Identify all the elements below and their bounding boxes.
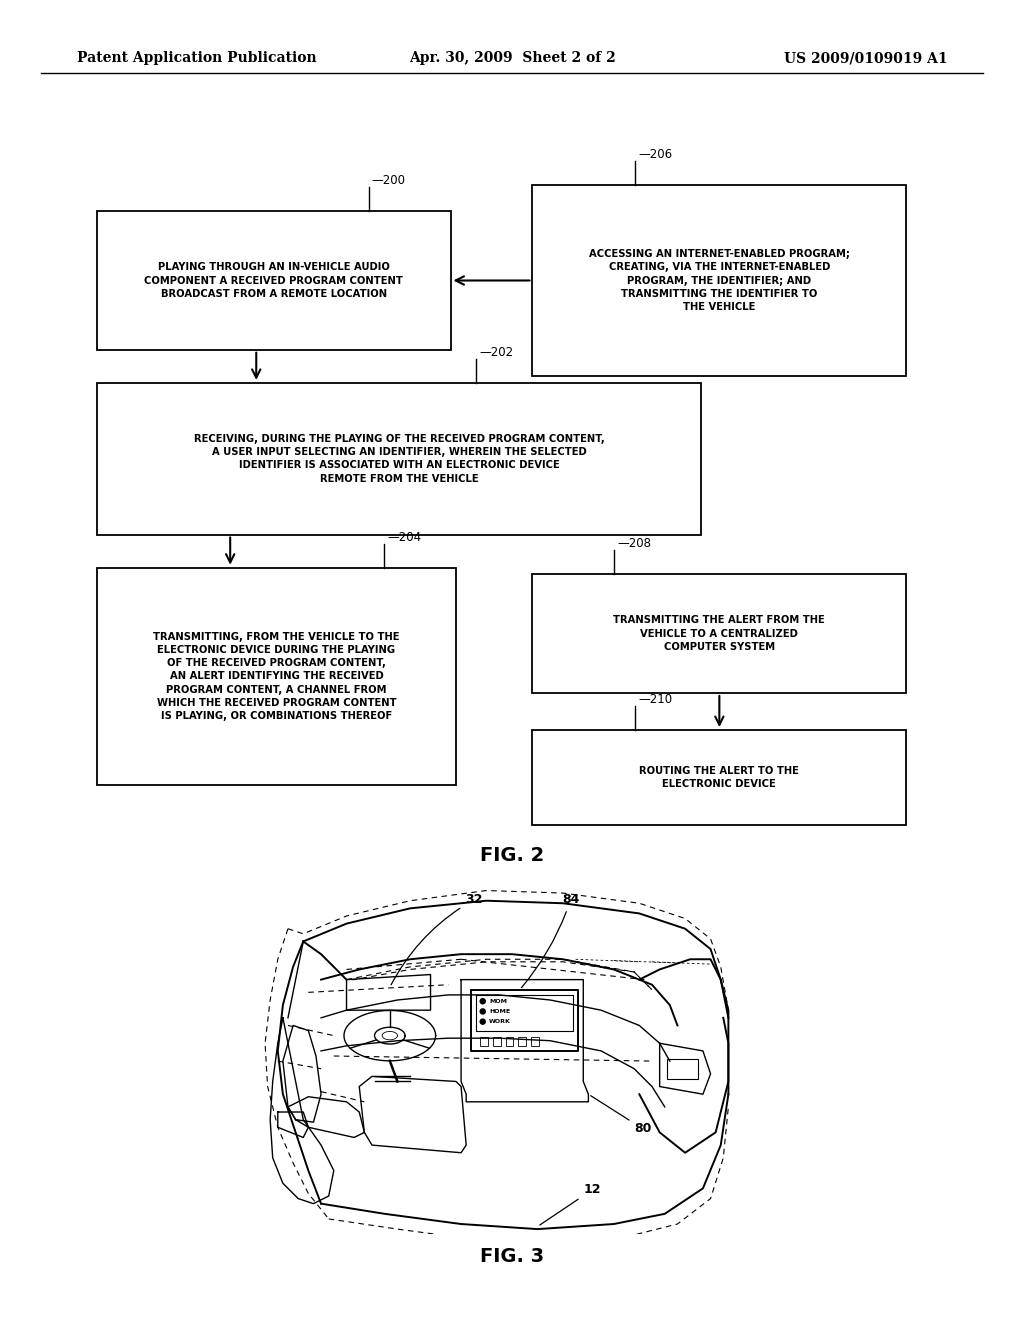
Text: —210: —210 xyxy=(638,693,672,706)
Text: 84: 84 xyxy=(521,894,580,987)
Bar xyxy=(668,1059,697,1078)
FancyBboxPatch shape xyxy=(97,211,451,350)
FancyBboxPatch shape xyxy=(532,730,906,825)
Text: RECEIVING, DURING THE PLAYING OF THE RECEIVED PROGRAM CONTENT,
A USER INPUT SELE: RECEIVING, DURING THE PLAYING OF THE REC… xyxy=(194,434,605,483)
Bar xyxy=(531,1038,539,1045)
Circle shape xyxy=(480,1008,485,1014)
Text: —204: —204 xyxy=(387,531,421,544)
Text: PLAYING THROUGH AN IN-VEHICLE AUDIO
COMPONENT A RECEIVED PROGRAM CONTENT
BROADCA: PLAYING THROUGH AN IN-VEHICLE AUDIO COMP… xyxy=(144,263,403,298)
FancyBboxPatch shape xyxy=(97,568,456,785)
Text: TRANSMITTING, FROM THE VEHICLE TO THE
ELECTRONIC DEVICE DURING THE PLAYING
OF TH: TRANSMITTING, FROM THE VEHICLE TO THE EL… xyxy=(154,632,399,721)
Text: —208: —208 xyxy=(617,537,651,550)
Text: —206: —206 xyxy=(638,148,672,161)
Bar xyxy=(518,1038,526,1045)
Text: 12: 12 xyxy=(540,1184,601,1225)
Text: FIG. 3: FIG. 3 xyxy=(480,1247,544,1266)
Text: ROUTING THE ALERT TO THE
ELECTRONIC DEVICE: ROUTING THE ALERT TO THE ELECTRONIC DEVI… xyxy=(639,766,800,789)
Circle shape xyxy=(480,999,485,1003)
Text: —200: —200 xyxy=(372,174,406,187)
Text: HOME: HOME xyxy=(489,1008,510,1014)
FancyBboxPatch shape xyxy=(97,383,701,535)
Text: MOM: MOM xyxy=(489,999,507,1003)
Bar xyxy=(493,1038,501,1045)
Circle shape xyxy=(480,1019,485,1024)
Text: Patent Application Publication: Patent Application Publication xyxy=(77,51,316,65)
FancyBboxPatch shape xyxy=(532,185,906,376)
Text: WORK: WORK xyxy=(489,1019,511,1024)
Text: Apr. 30, 2009  Sheet 2 of 2: Apr. 30, 2009 Sheet 2 of 2 xyxy=(409,51,615,65)
FancyBboxPatch shape xyxy=(532,574,906,693)
Bar xyxy=(506,1038,513,1045)
Text: US 2009/0109019 A1: US 2009/0109019 A1 xyxy=(783,51,947,65)
Text: ACCESSING AN INTERNET-ENABLED PROGRAM;
CREATING, VIA THE INTERNET-ENABLED
PROGRA: ACCESSING AN INTERNET-ENABLED PROGRAM; C… xyxy=(589,249,850,312)
Text: TRANSMITTING THE ALERT FROM THE
VEHICLE TO A CENTRALIZED
COMPUTER SYSTEM: TRANSMITTING THE ALERT FROM THE VEHICLE … xyxy=(613,615,825,652)
Text: 80: 80 xyxy=(591,1096,651,1135)
Bar xyxy=(480,1038,487,1045)
Text: 32: 32 xyxy=(391,894,482,985)
Text: —202: —202 xyxy=(479,346,513,359)
Text: FIG. 2: FIG. 2 xyxy=(480,846,544,865)
